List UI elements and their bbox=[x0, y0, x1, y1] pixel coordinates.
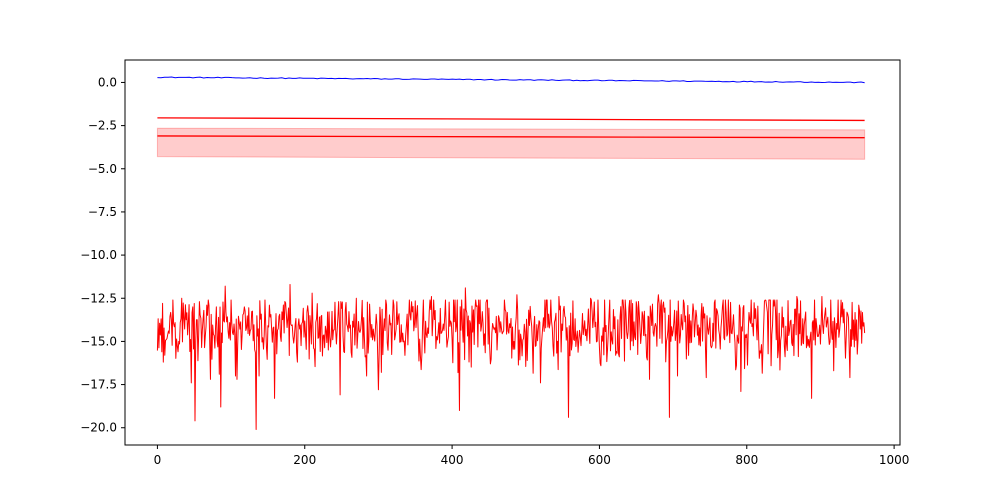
y-tick-label: −15.0 bbox=[80, 334, 117, 348]
y-tick-label: −5.0 bbox=[88, 162, 117, 176]
y-tick-label: −2.5 bbox=[88, 119, 117, 133]
series-1-line bbox=[157, 117, 865, 122]
series-4-noisy-line bbox=[156, 283, 866, 430]
x-tick-label: 1000 bbox=[879, 453, 910, 467]
series-2-line bbox=[157, 135, 865, 139]
x-tick-label: 600 bbox=[588, 453, 611, 467]
x-tick-label: 200 bbox=[293, 453, 316, 467]
y-tick-label: −20.0 bbox=[80, 421, 117, 435]
y-tick-label: 0.0 bbox=[98, 75, 117, 89]
x-tick-label: 0 bbox=[154, 453, 162, 467]
x-tick-label: 800 bbox=[735, 453, 758, 467]
axes-frame bbox=[124, 59, 901, 446]
y-tick-label: −12.5 bbox=[80, 291, 117, 305]
y-tick-label: −7.5 bbox=[88, 205, 117, 219]
y-tick-label: −10.0 bbox=[80, 248, 117, 262]
y-tick-label: −17.5 bbox=[80, 378, 117, 392]
series-0-line bbox=[157, 76, 865, 84]
x-tick-label: 400 bbox=[441, 453, 464, 467]
series-3-band bbox=[156, 127, 866, 160]
